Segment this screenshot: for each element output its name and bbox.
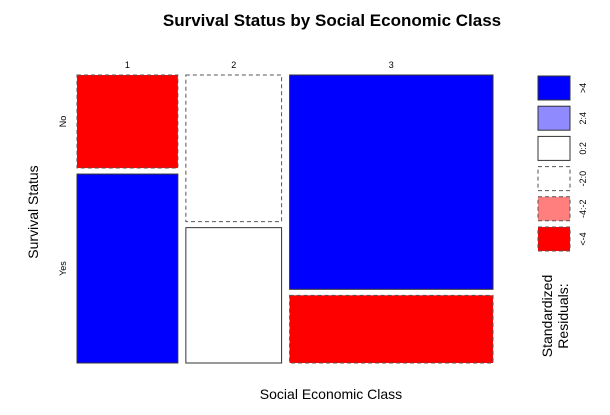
legend-entry-label: >4 <box>578 83 588 93</box>
chart-title: Survival Status by Social Economic Class <box>163 11 501 30</box>
y-axis-label: Survival Status <box>25 165 41 258</box>
mosaic-tile-class-1-no <box>76 74 179 169</box>
legend-entry-label: 2:4 <box>578 112 588 125</box>
legend: Standardized Residuals: >4 2:4 0:2 -2:0 -4:-… <box>537 75 588 358</box>
row-tick-labels: No Yes <box>58 116 68 276</box>
column-tick-labels: 1 2 3 <box>125 60 394 70</box>
row-tick-label: No <box>58 116 68 128</box>
legend-swatch <box>537 75 571 101</box>
column-tick-label: 2 <box>231 60 236 70</box>
mosaic-tiles <box>76 74 494 364</box>
legend-swatch <box>537 226 571 252</box>
x-axis-label: Social Economic Class <box>260 386 402 402</box>
legend-title-line-2: Residuals: <box>555 283 571 348</box>
mosaic-tile-class-1-yes <box>76 173 179 364</box>
legend-entry-label: 0:2 <box>578 142 588 155</box>
legend-swatch <box>537 105 571 131</box>
row-tick-label: Yes <box>58 261 68 276</box>
mosaic-tile-class-3-no <box>289 74 494 290</box>
legend-swatch <box>537 166 571 192</box>
legend-swatch <box>537 135 571 161</box>
legend-entry-label: -4:-2 <box>578 200 588 219</box>
legend-entry-label: <-4 <box>578 232 588 245</box>
legend-title-line-1: Standardized <box>539 275 555 358</box>
legend-entry-label: -2:0 <box>578 171 588 187</box>
mosaic-tile-class-2-yes <box>185 227 283 364</box>
legend-swatch <box>537 196 571 222</box>
mosaic-tile-class-2-no <box>185 74 283 223</box>
mosaic-tile-class-3-yes <box>289 294 494 364</box>
column-tick-label: 1 <box>125 60 130 70</box>
column-tick-label: 3 <box>389 60 394 70</box>
